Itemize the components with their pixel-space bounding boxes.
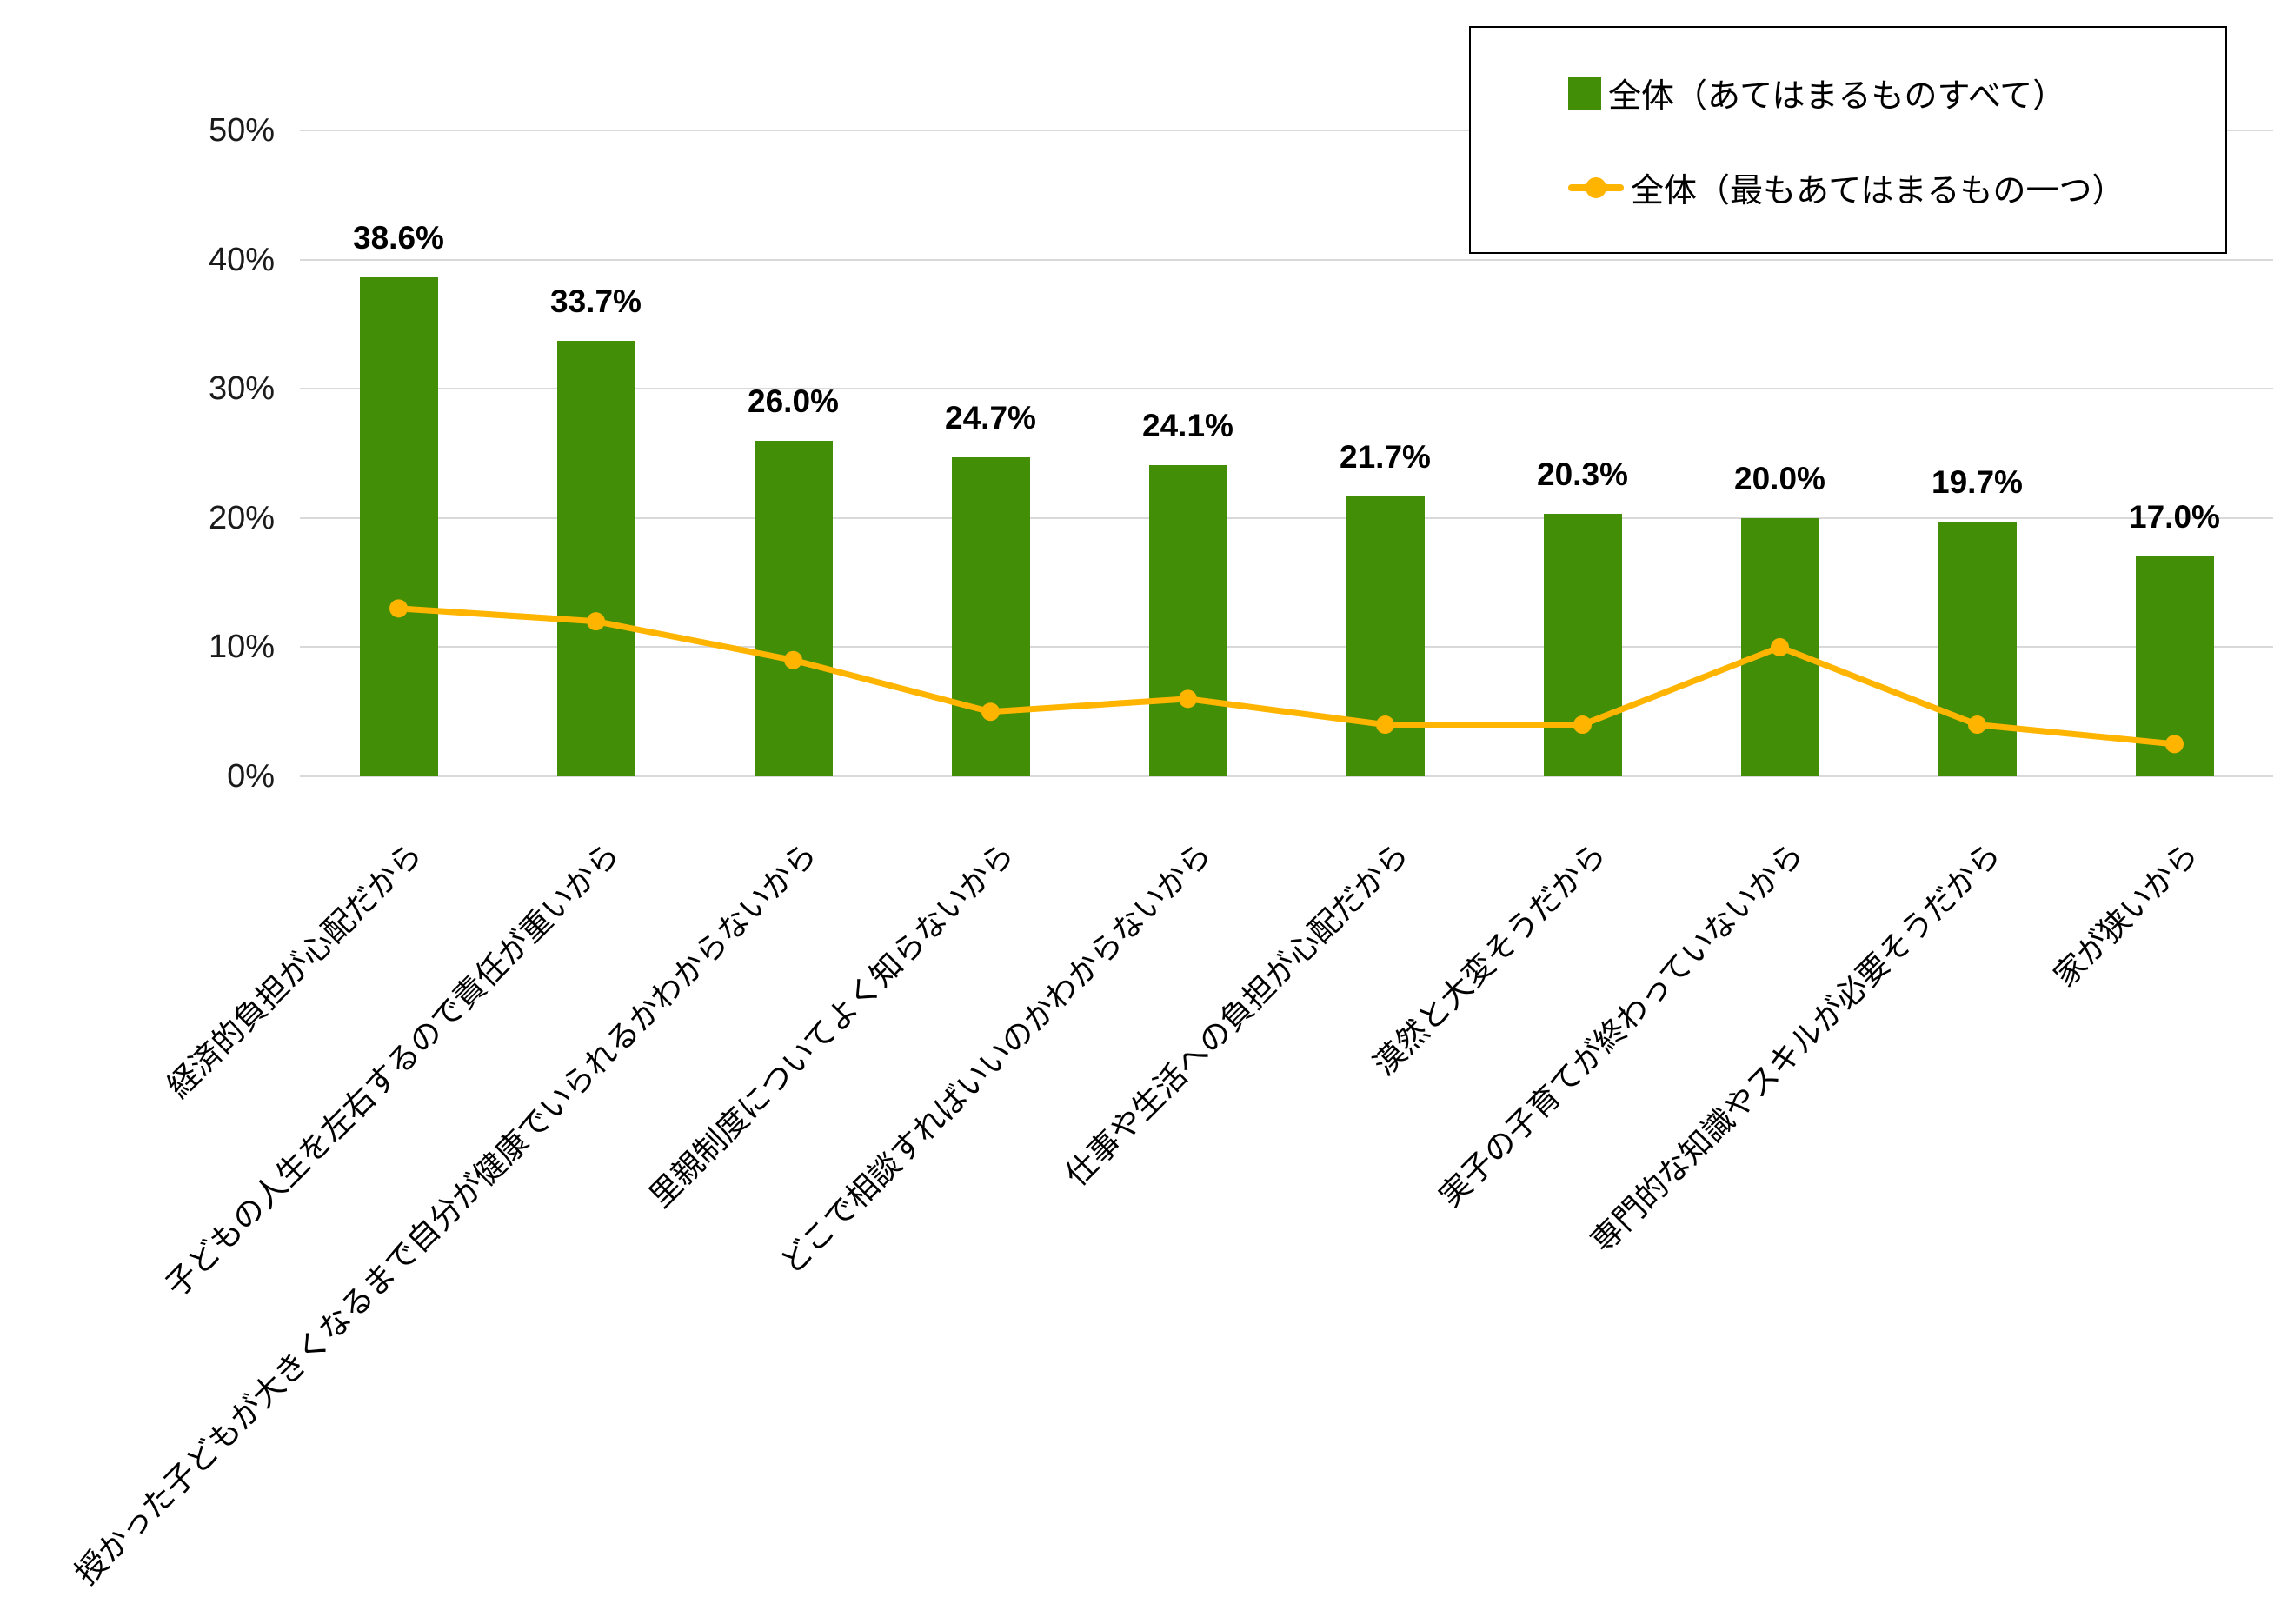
line-point (1573, 715, 1592, 735)
line-point (784, 650, 802, 669)
legend-item: 全体（あてはまるものすべて） (1568, 69, 2217, 116)
legend-item-label: 全体（最もあてはまるもの一つ） (1631, 173, 2125, 210)
line-point (1968, 715, 1986, 735)
bar (359, 277, 438, 776)
bar-value-label: 24.7% (945, 399, 1036, 436)
line-point (981, 702, 1000, 722)
y-axis-tick-label: 10% (208, 629, 275, 666)
gridline (300, 775, 2273, 777)
legend-item: 全体（最もあてはまるもの一つ） (1568, 163, 2217, 211)
bar-value-label: 19.7% (1932, 464, 2023, 501)
line-point (1771, 637, 1789, 656)
line-point (389, 599, 408, 618)
line-point (1179, 689, 1197, 709)
bar-value-label: 21.7% (1340, 438, 1431, 475)
gridline (300, 130, 2273, 131)
y-axis-tick-label: 20% (208, 499, 275, 536)
line-point (587, 612, 605, 631)
bar-value-label: 38.6% (353, 220, 444, 256)
legend-item-label: 全体（あてはまるものすべて） (1608, 78, 2066, 115)
line-path (396, 605, 2178, 748)
bar (556, 341, 635, 776)
gridline (300, 258, 2273, 261)
bar-value-label: 17.0% (2129, 499, 2220, 536)
gridline (300, 516, 2273, 519)
bar (1148, 464, 1227, 776)
legend-bar-swatch (1568, 76, 1601, 110)
chart-legend: 全体（あてはまるものすべて） 全体（最もあてはまるもの一つ） (1469, 26, 2227, 254)
bar (951, 456, 1030, 776)
y-axis-tick-label: 50% (208, 112, 275, 149)
y-axis-tick-label: 40% (208, 241, 275, 278)
y-axis-tick-label: 0% (227, 758, 275, 795)
bar (754, 440, 833, 776)
bar-value-label: 33.7% (550, 283, 642, 320)
y-axis-tick-label: 30% (208, 370, 275, 408)
line-point (2165, 735, 2184, 754)
bar-value-label: 26.0% (748, 383, 839, 419)
bar-value-label: 20.0% (1734, 460, 1825, 496)
gridline (300, 646, 2273, 649)
legend-line-swatch (1568, 176, 1624, 198)
line-point (1376, 715, 1394, 735)
bar-value-label: 24.1% (1142, 407, 1233, 443)
gridline (300, 388, 2273, 390)
bar (1938, 522, 2017, 776)
bar-value-label: 20.3% (1537, 456, 1628, 493)
